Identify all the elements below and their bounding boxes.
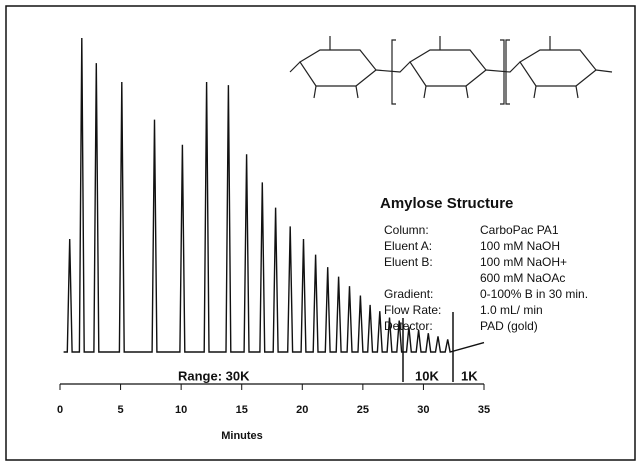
x-tick-label: 35 [478,404,490,416]
condition-label: Gradient: [384,287,433,301]
condition-label: Column: [384,223,429,237]
annotation: 10K [415,368,439,383]
condition-label: Flow Rate: [384,303,441,317]
condition-value: 600 mM NaOAc [480,271,565,285]
condition-label: Eluent B: [384,255,433,269]
condition-label: Detector: [384,319,433,333]
condition-label: Eluent A: [384,239,432,253]
x-tick-label: 25 [357,404,369,416]
annotation: Range: 30K [178,368,250,383]
condition-value: 100 mM NaOH+ [480,255,567,269]
annotation: 1K [461,368,478,383]
x-tick-label: 15 [236,404,248,416]
x-axis-label: Minutes [221,430,263,442]
panel-heading: Amylose Structure [380,195,513,212]
trace [63,37,485,353]
amylose-diagram [289,36,613,105]
x-tick-label: 10 [175,404,187,416]
x-tick-label: 30 [417,404,429,416]
conditions: Column: CarboPac PA1 Eluent A: 100 mM NaOH E… [384,223,588,333]
x-tick-label: 20 [296,404,308,416]
x-tick-label: 0 [57,404,63,416]
x-tick-label: 5 [118,404,124,416]
condition-value: PAD (gold) [480,319,538,333]
condition-value: 100 mM NaOH [480,239,560,253]
condition-value: 0-100% B in 30 min. [480,287,588,301]
condition-value: CarboPac PA1 [480,223,559,237]
condition-value: 1.0 mL/ min [480,303,543,317]
